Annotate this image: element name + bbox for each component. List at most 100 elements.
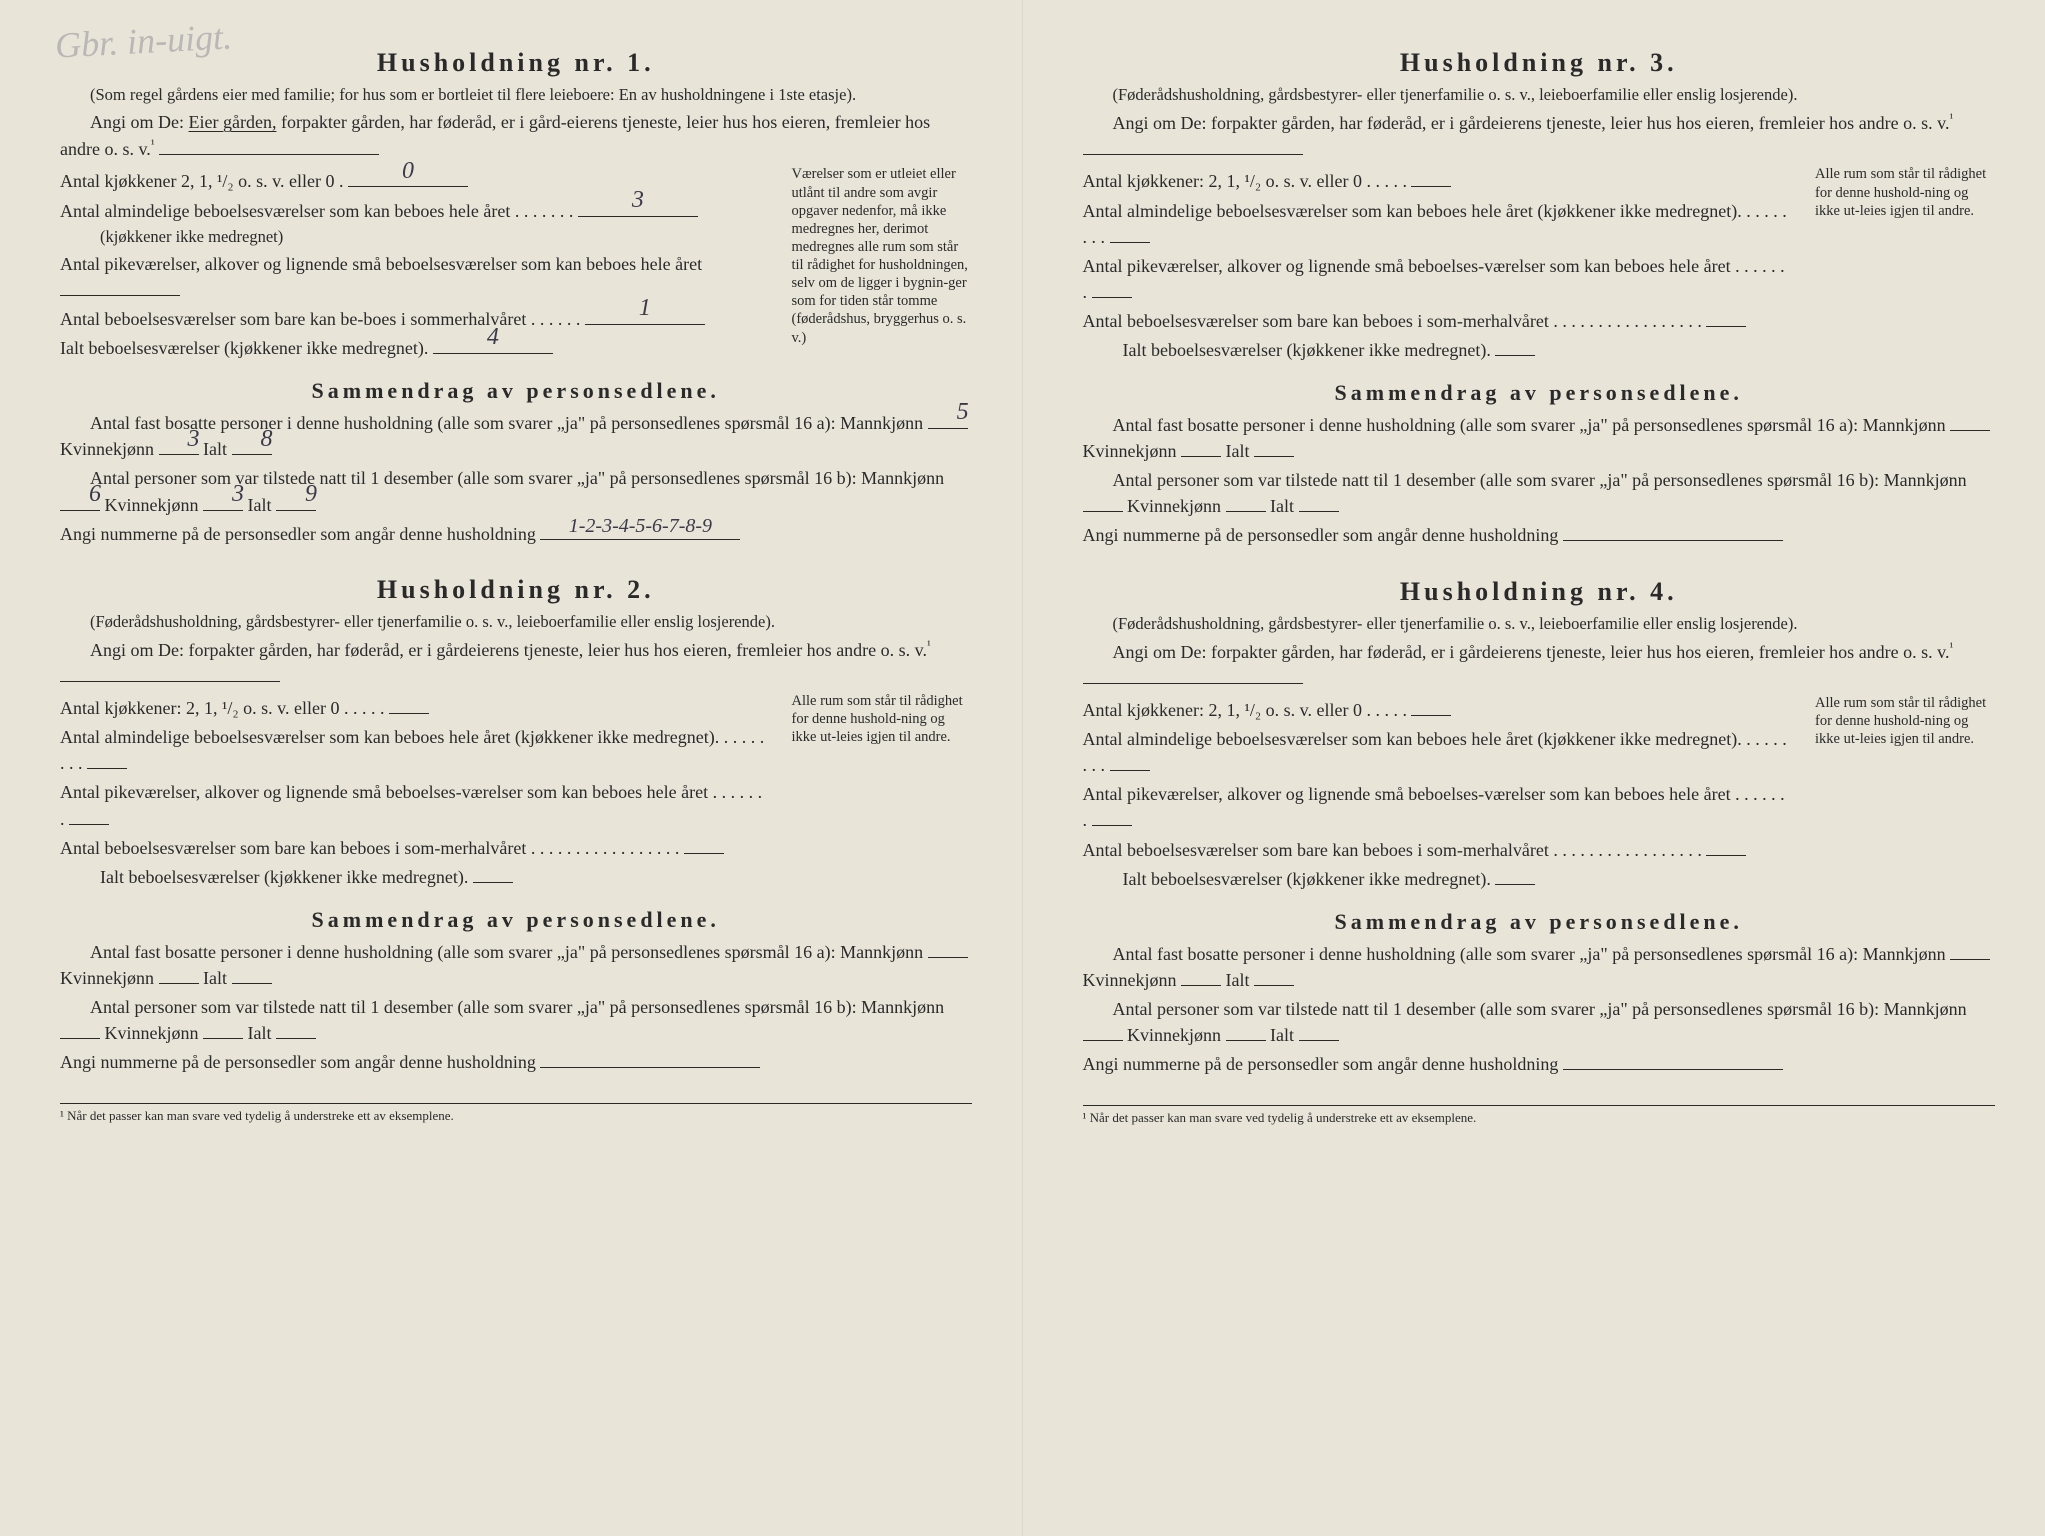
numrene-text: Angi nummerne på de personsedler som ang…	[60, 524, 536, 544]
q3-alm: Antal almindelige beboelsesværelser som …	[1083, 198, 1792, 250]
q4-kjokken: Antal kjøkkener: 2, 1, ¹/₂ o. s. v. elle…	[1083, 697, 1792, 723]
angi-4-blank	[1083, 665, 1303, 684]
q2-alm: Antal almindelige beboelsesværelser som …	[60, 724, 768, 776]
summary-16a: Antal fast bosatte personer i denne hush…	[60, 410, 972, 462]
household-1-note: (Som regel gårdens eier med familie; for…	[60, 84, 972, 106]
numrene-1: Angi nummerne på de personsedler som ang…	[60, 521, 972, 547]
footnote-ref-3: ¹	[1950, 111, 1954, 125]
right-page: Husholdning nr. 3. (Føderådshusholdning,…	[1023, 0, 2045, 1536]
q4-sommer: Antal beboelsesværelser som bare kan beb…	[1083, 837, 1792, 863]
q3-pike: Antal pikeværelser, alkover og lignende …	[1083, 253, 1792, 305]
q2-ialt-text: Ialt beboelsesværelser (kjøkkener ikke m…	[100, 867, 468, 887]
s16a-m-blank: 5	[928, 410, 968, 429]
q4-sommer-text: Antal beboelsesværelser som bare kan beb…	[1083, 840, 1549, 860]
angi-3-blank	[1083, 136, 1303, 155]
s3-16a-text: Antal fast bosatte personer i denne hush…	[1113, 415, 1946, 435]
footnote-right: ¹ Når det passer kan man svare ved tydel…	[1083, 1105, 1996, 1126]
q2-pike-text: Antal pikeværelser, alkover og lignende …	[60, 782, 708, 802]
s4-ialt-b: Ialt	[1270, 1025, 1294, 1045]
q2-sommer-text: Antal beboelsesværelser som bare kan beb…	[60, 838, 526, 858]
s2-ialt: Ialt	[203, 968, 227, 988]
household-2-questions: Antal kjøkkener: 2, 1, ¹/₂ o. s. v. elle…	[60, 692, 972, 893]
q4-alm: Antal almindelige beboelsesværelser som …	[1083, 726, 1792, 778]
s16b-k-blank: 3	[203, 492, 243, 511]
q2-ialt-blank	[473, 864, 513, 883]
household-2-title: Husholdning nr. 2.	[60, 575, 972, 605]
ialt-label-b: Ialt	[248, 495, 272, 515]
sidebar-1-text: Værelser som er utleiet eller utlånt til…	[792, 166, 968, 345]
summary-4-16b: Antal personer som var tilstede natt til…	[1083, 996, 1996, 1048]
household-4-angi: Angi om De: forpakter gården, har føderå…	[1083, 638, 1996, 691]
summary-16b: Antal personer som var tilstede natt til…	[60, 465, 972, 517]
numrene-2: Angi nummerne på de personsedler som ang…	[60, 1049, 972, 1075]
numrene-2-blank	[540, 1049, 760, 1068]
q3-pike-blank	[1092, 279, 1132, 298]
s3-16a-i	[1254, 438, 1294, 457]
q-ialt-text: Ialt beboelsesværelser (kjøkkener ikke m…	[60, 338, 428, 358]
sidebar-2-text: Alle rum som står til rådighet for denne…	[792, 693, 963, 745]
q-sommer: Antal beboelsesværelser som bare kan be-…	[60, 306, 768, 332]
summary-2-16b: Antal personer som var tilstede natt til…	[60, 994, 972, 1046]
s4-kv: Kvinnekjønn	[1083, 970, 1177, 990]
s4-16a-k	[1181, 967, 1221, 986]
summary-2-title: Sammendrag av personsedlene.	[60, 907, 972, 933]
household-1-questions: Antal kjøkkener 2, 1, ¹/₂ o. s. v. eller…	[60, 165, 972, 364]
q3-ialt-blank	[1495, 337, 1535, 356]
a-sommer-blank: 1	[585, 306, 705, 325]
household-2: Husholdning nr. 2. (Føderådshusholdning,…	[60, 575, 972, 1076]
s2-16b-m	[60, 1020, 100, 1039]
s2-16a-text: Antal fast bosatte personer i denne hush…	[90, 942, 923, 962]
a-ialt-blank: 4	[433, 335, 553, 354]
household-2-note: (Føderådshusholdning, gårdsbestyrer- ell…	[60, 611, 972, 633]
a-alm: 3	[632, 183, 644, 218]
numrene-2-text: Angi nummerne på de personsedler som ang…	[60, 1052, 536, 1072]
q4-alm-text: Antal almindelige beboelsesværelser som …	[1083, 729, 1742, 749]
s3-16b-m	[1083, 493, 1123, 512]
s16a-m: 5	[927, 395, 969, 430]
q2-kjokken-text: Antal kjøkkener: 2, 1, ¹/₂ o. s. v. elle…	[60, 698, 339, 718]
household-1: Husholdning nr. 1. (Som regel gårdens ei…	[60, 48, 972, 547]
q3-pike-text: Antal pikeværelser, alkover og lignende …	[1083, 256, 1731, 276]
q3-sommer-text: Antal beboelsesværelser som bare kan beb…	[1083, 311, 1549, 331]
household-3-questions: Antal kjøkkener: 2, 1, ¹/₂ o. s. v. elle…	[1083, 165, 1996, 366]
numrene-4: Angi nummerne på de personsedler som ang…	[1083, 1051, 1996, 1077]
a-pike-blank	[60, 277, 180, 296]
q2-kjokken-blank	[389, 695, 429, 714]
summary-1-title: Sammendrag av personsedlene.	[60, 378, 972, 404]
summary-2-16a: Antal fast bosatte personer i denne hush…	[60, 939, 972, 991]
summary-3-title: Sammendrag av personsedlene.	[1083, 380, 1996, 406]
s3-16b-text: Antal personer som var tilstede natt til…	[1113, 470, 1967, 490]
s4-kv-b: Kvinnekjønn	[1127, 1025, 1221, 1045]
brace-icon	[772, 165, 786, 364]
q3-ialt-text: Ialt beboelsesværelser (kjøkkener ikke m…	[1123, 340, 1491, 360]
q2-sommer: Antal beboelsesværelser som bare kan beb…	[60, 835, 768, 861]
q-pike: Antal pikeværelser, alkover og lignende …	[60, 251, 768, 303]
angi-3: Angi om De: forpakter gården, har føderå…	[1113, 113, 1950, 133]
q2-pike-blank	[69, 806, 109, 825]
q3-sommer: Antal beboelsesværelser som bare kan beb…	[1083, 308, 1792, 334]
left-page: Gbr. in-uigt. Husholdning nr. 1. (Som re…	[0, 0, 1023, 1536]
q3-kjokken-blank	[1411, 168, 1451, 187]
questions-3-left: Antal kjøkkener: 2, 1, ¹/₂ o. s. v. elle…	[1083, 165, 1792, 366]
q3-kjokken-text: Antal kjøkkener: 2, 1, ¹/₂ o. s. v. elle…	[1083, 171, 1362, 191]
q4-ialt: Ialt beboelsesværelser (kjøkkener ikke m…	[1083, 866, 1792, 892]
angi-2: Angi om De: forpakter gården, har føderå…	[90, 640, 927, 660]
q3-sommer-blank	[1706, 308, 1746, 327]
q2-pike: Antal pikeværelser, alkover og lignende …	[60, 779, 768, 831]
s2-ialt-b: Ialt	[248, 1023, 272, 1043]
household-3-title: Husholdning nr. 3.	[1083, 48, 1996, 78]
s2-kv: Kvinnekjønn	[60, 968, 154, 988]
q4-kjokken-text: Antal kjøkkener: 2, 1, ¹/₂ o. s. v. elle…	[1083, 700, 1362, 720]
numrene-3: Angi nummerne på de personsedler som ang…	[1083, 522, 1996, 548]
q-alm: Antal almindelige beboelsesværelser som …	[60, 198, 768, 248]
q2-sommer-blank	[684, 835, 724, 854]
s3-16b-k	[1226, 493, 1266, 512]
numrene-3-text: Angi nummerne på de personsedler som ang…	[1083, 525, 1559, 545]
footnote-ref-4: ¹	[1950, 640, 1954, 654]
household-3-note: (Føderådshusholdning, gårdsbestyrer- ell…	[1083, 84, 1996, 106]
footnote-ref: ¹	[151, 137, 155, 151]
questions-left: Antal kjøkkener 2, 1, ¹/₂ o. s. v. eller…	[60, 165, 768, 364]
q2-alm-text: Antal almindelige beboelsesværelser som …	[60, 727, 719, 747]
angi-2-blank	[60, 663, 280, 682]
q-kjokken: Antal kjøkkener 2, 1, ¹/₂ o. s. v. eller…	[60, 168, 768, 194]
